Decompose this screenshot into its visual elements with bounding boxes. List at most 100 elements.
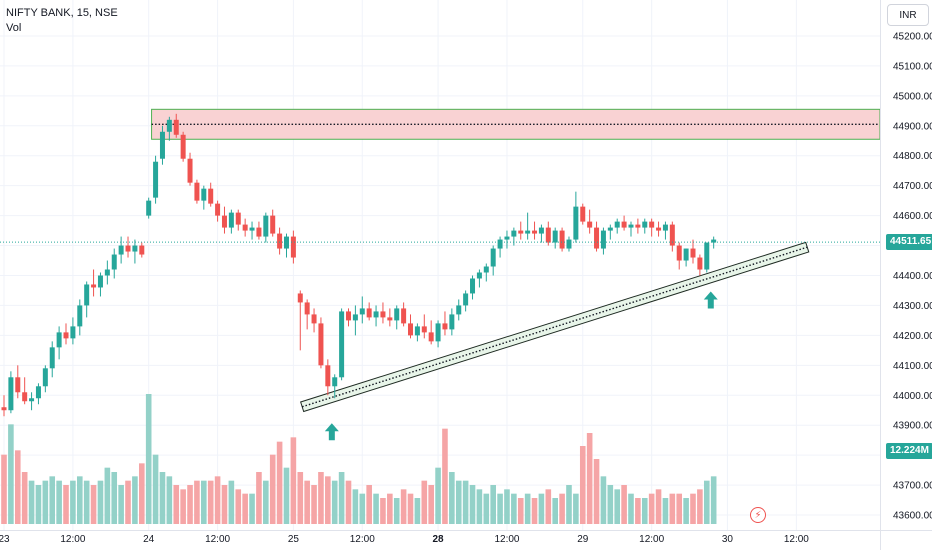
volume-bar (690, 493, 696, 524)
candle-body (449, 314, 455, 330)
resistance-zone[interactable] (151, 108, 881, 140)
candle-body (511, 230, 517, 237)
candle-body (490, 248, 496, 267)
candle-body (84, 284, 90, 306)
volume-bar (635, 498, 641, 524)
candle-body (97, 275, 103, 288)
currency-button[interactable]: INR (887, 4, 929, 26)
y-tick-label: 44300.00 (893, 301, 932, 312)
volume-bar (483, 493, 490, 524)
x-tick-label: 12:00 (784, 534, 809, 545)
symbol-title[interactable]: NIFTY BANK, 15, NSE (6, 7, 118, 19)
candle-body (111, 254, 117, 270)
candle-body (22, 392, 28, 402)
x-tick-label: 12:00 (205, 534, 230, 545)
x-tick-label: 12:00 (639, 534, 664, 545)
volume-bar (511, 493, 517, 524)
candle-body (635, 224, 641, 228)
volume-bar (90, 485, 97, 524)
candle-body (711, 239, 717, 243)
candle-body (476, 272, 482, 279)
volume-bar (249, 493, 255, 524)
candle-body (304, 302, 310, 315)
candle-body (463, 293, 469, 306)
candle-body (366, 308, 372, 318)
candle-body (614, 221, 620, 228)
candle-body (607, 227, 613, 231)
volume-bar (290, 437, 297, 524)
lightning-icon[interactable]: ⚡ (750, 507, 766, 523)
volume-bar (70, 480, 76, 524)
candle-body (35, 386, 41, 399)
y-tick-label: 45100.00 (893, 61, 932, 72)
candle-body (594, 227, 600, 249)
volume-bar (263, 480, 269, 524)
candle-body (408, 323, 414, 336)
candle-body (545, 227, 551, 243)
candle-body (580, 206, 586, 222)
volume-bar (387, 493, 393, 524)
candle-body (63, 332, 69, 339)
volume-bar (159, 472, 166, 524)
volume-bar (166, 476, 173, 524)
volume-bar (497, 493, 503, 524)
arrows (324, 291, 718, 441)
volume-bar (269, 454, 276, 524)
volume-bar (42, 480, 49, 524)
y-tick-label: 43700.00 (893, 481, 932, 492)
candle-body (235, 212, 241, 225)
candle-body (704, 242, 710, 270)
candle-body (215, 203, 221, 216)
volume-bar (676, 493, 683, 524)
volume-bar (538, 493, 545, 524)
volume-bar (242, 493, 248, 524)
volume-bar (579, 446, 586, 524)
volume-bar (311, 485, 317, 524)
volume-bar (628, 493, 634, 524)
candle-body (518, 230, 524, 234)
candle-body (146, 200, 152, 216)
y-tick-label: 43900.00 (893, 421, 932, 432)
volume-label[interactable]: Vol (6, 22, 22, 34)
candle-body (373, 311, 379, 318)
volume-bar (380, 498, 386, 524)
y-tick-label: 44600.00 (893, 211, 932, 222)
volume-bar (297, 472, 304, 524)
volume-bar (648, 493, 655, 524)
candle-body (325, 365, 331, 387)
volume-bar (235, 489, 242, 524)
y-tick-label: 44200.00 (893, 331, 932, 342)
volume-bar (145, 394, 152, 524)
volume-bar (469, 485, 476, 524)
volume-bar (428, 485, 434, 524)
volume-bar (56, 480, 62, 524)
candle-body (538, 227, 544, 234)
volume-bar (490, 485, 496, 524)
volume-bar (331, 480, 338, 524)
volume-bar (8, 424, 14, 524)
volume-bar (214, 476, 221, 524)
volume-bar (28, 480, 35, 524)
trend-channel-band (300, 241, 810, 413)
candle-body (669, 224, 675, 246)
volume-bar (14, 450, 21, 524)
candle-body (504, 236, 510, 240)
candle-body (125, 245, 131, 252)
volume-bar (104, 467, 111, 524)
volume-bar (593, 459, 600, 524)
y-tick-label: 44000.00 (893, 391, 932, 402)
volume-bar (524, 493, 531, 524)
volume-bar (228, 480, 235, 524)
trend-channel[interactable] (300, 241, 810, 413)
y-tick-label: 44800.00 (893, 151, 932, 162)
y-tick-label: 45000.00 (893, 91, 932, 102)
candle-body (297, 293, 303, 303)
volume-bar (455, 480, 462, 524)
volume-bar (338, 472, 345, 524)
x-tick-label: 24 (143, 534, 155, 545)
candle-body (414, 326, 420, 336)
volume-bar (586, 433, 593, 524)
volume-bar (462, 480, 469, 524)
volume-bar (152, 454, 159, 524)
